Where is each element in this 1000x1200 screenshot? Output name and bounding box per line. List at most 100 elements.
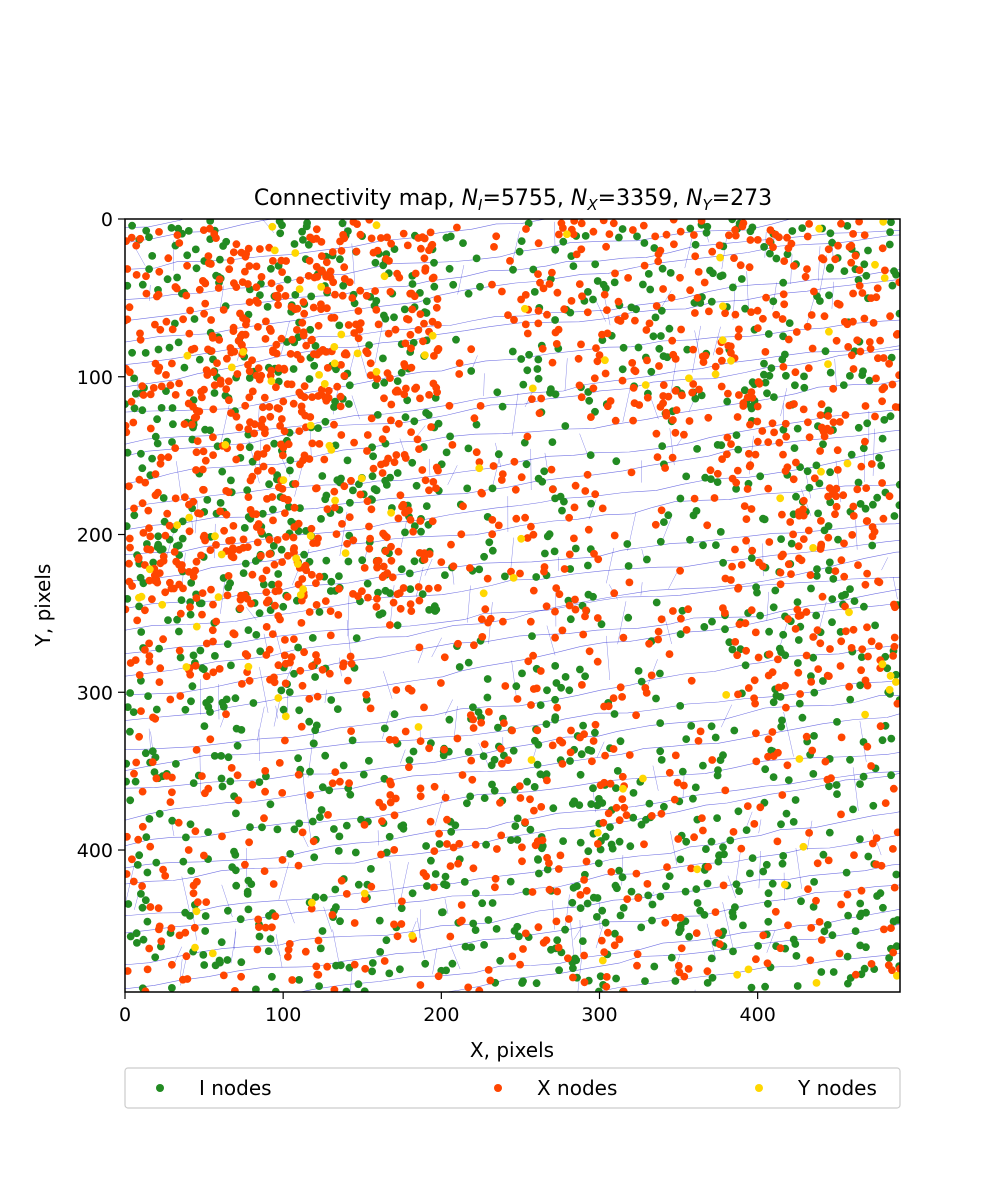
i-node: [210, 389, 219, 397]
x-node: [759, 931, 768, 940]
x-node: [150, 576, 159, 585]
x-node: [379, 803, 387, 811]
x-node: [202, 898, 211, 906]
x-node: [803, 232, 812, 241]
x-node: [386, 791, 395, 799]
i-node: [201, 425, 210, 434]
x-node: [406, 516, 415, 524]
x-node: [395, 419, 403, 428]
x-node: [199, 533, 208, 542]
i-node: [483, 675, 492, 683]
x-node: [329, 278, 338, 287]
x-node: [430, 883, 438, 892]
x-node: [209, 637, 217, 646]
x-node: [588, 757, 596, 766]
i-node: [741, 304, 749, 313]
x-node: [669, 219, 678, 224]
i-node: [666, 269, 675, 277]
x-node: [805, 829, 813, 837]
i-node: [441, 872, 450, 881]
x-node: [183, 261, 192, 270]
x-node: [387, 542, 395, 551]
y-node: [208, 949, 217, 958]
x-node: [849, 317, 857, 326]
x-node: [308, 335, 316, 344]
i-node: [268, 580, 276, 589]
x-node: [837, 556, 846, 565]
y-node: [173, 521, 182, 529]
i-node: [844, 911, 852, 920]
i-node: [333, 705, 342, 713]
i-node: [401, 528, 409, 537]
i-node: [409, 747, 418, 756]
x-node: [804, 364, 813, 372]
x-node: [387, 239, 395, 248]
x-node: [671, 751, 680, 760]
i-node: [308, 634, 317, 642]
edge-link: [855, 519, 858, 550]
i-node: [873, 892, 881, 900]
x-node: [619, 633, 628, 642]
x-node: [841, 411, 850, 419]
x-node: [625, 751, 634, 759]
i-node: [791, 796, 800, 804]
i-node: [676, 925, 685, 933]
i-node: [244, 626, 253, 634]
x-node: [258, 574, 267, 583]
i-node: [568, 799, 577, 808]
x-node: [678, 391, 686, 400]
x-node: [225, 396, 233, 405]
x-node: [253, 538, 262, 547]
x-node: [364, 593, 372, 602]
x-node: [752, 729, 760, 738]
x-node: [857, 462, 866, 471]
y-node: [711, 370, 720, 379]
x-node: [149, 384, 158, 392]
i-node: [496, 956, 505, 965]
x-node: [262, 444, 271, 453]
i-node: [172, 760, 180, 768]
i-node: [125, 595, 132, 603]
x-node: [125, 265, 132, 273]
i-node: [777, 722, 786, 731]
x-node: [293, 326, 301, 334]
x-node: [684, 605, 692, 614]
title-symbol: N: [462, 186, 478, 211]
x-node: [799, 405, 808, 414]
i-node: [393, 377, 402, 385]
i-node: [259, 580, 268, 589]
x-node: [145, 944, 154, 953]
i-node: [224, 753, 233, 762]
x-node: [355, 325, 364, 334]
x-node: [640, 261, 649, 270]
x-node: [418, 233, 427, 242]
i-node: [153, 439, 162, 448]
x-node: [394, 547, 403, 556]
edge-link: [881, 557, 889, 571]
x-node: [146, 842, 155, 851]
x-node: [379, 529, 387, 538]
x-node: [880, 925, 888, 934]
x-node: [567, 726, 575, 735]
x-node: [488, 530, 497, 539]
edge-path: [125, 863, 900, 966]
x-node: [853, 485, 862, 494]
i-node: [794, 636, 803, 644]
x-node: [548, 268, 556, 277]
i-node: [558, 506, 566, 515]
x-node: [367, 234, 376, 243]
x-node: [484, 966, 493, 974]
edge-link: [374, 320, 384, 364]
x-node: [186, 670, 195, 679]
x-node: [872, 374, 880, 383]
y-node: [843, 459, 852, 468]
i-node: [693, 445, 701, 453]
i-node: [224, 906, 232, 915]
x-node: [390, 811, 399, 820]
edge-path: [125, 602, 900, 721]
i-node: [812, 572, 821, 580]
edge-link: [323, 906, 333, 933]
i-node: [610, 710, 619, 718]
i-node: [708, 617, 716, 626]
i-node: [566, 615, 575, 624]
